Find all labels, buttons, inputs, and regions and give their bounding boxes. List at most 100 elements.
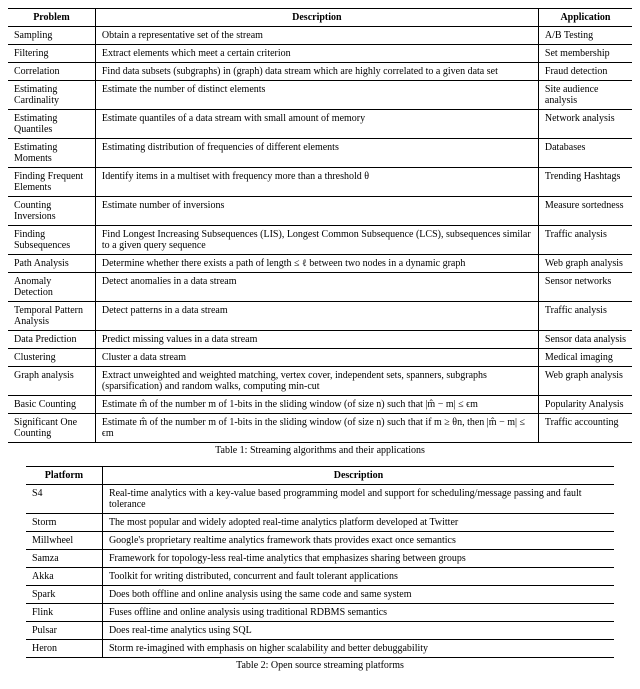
table-row: Finding Frequent ElementsIdentify items … <box>8 168 632 197</box>
table-row: MillwheelGoogle's proprietary realtime a… <box>26 532 614 550</box>
cell-application: Traffic analysis <box>538 226 632 255</box>
cell-problem: Clustering <box>8 349 95 367</box>
th-application: Application <box>538 9 632 27</box>
cell-pdescription: Framework for topology-less real-time an… <box>102 550 614 568</box>
cell-platform: Millwheel <box>26 532 102 550</box>
cell-description: Determine whether there exists a path of… <box>95 255 538 273</box>
cell-pdescription: Storm re-imagined with emphasis on highe… <box>102 640 614 658</box>
table-row: Basic CountingEstimate m̂ of the number … <box>8 396 632 414</box>
th-platform: Platform <box>26 467 102 485</box>
table-row: Estimating QuantilesEstimate quantiles o… <box>8 110 632 139</box>
table-row: Data PredictionPredict missing values in… <box>8 331 632 349</box>
table1-caption: Table 1: Streaming algorithms and their … <box>8 445 632 456</box>
cell-description: Find Longest Increasing Subsequences (LI… <box>95 226 538 255</box>
cell-platform: Heron <box>26 640 102 658</box>
cell-problem: Data Prediction <box>8 331 95 349</box>
cell-application: A/B Testing <box>538 27 632 45</box>
cell-description: Estimate number of inversions <box>95 197 538 226</box>
cell-problem: Anomaly Detection <box>8 273 95 302</box>
table-row: Estimating MomentsEstimating distributio… <box>8 139 632 168</box>
cell-platform: Pulsar <box>26 622 102 640</box>
table-row: SamplingObtain a representative set of t… <box>8 27 632 45</box>
cell-description: Estimate m̂ of the number m of 1-bits in… <box>95 396 538 414</box>
table-row: FilteringExtract elements which meet a c… <box>8 45 632 63</box>
cell-platform: Spark <box>26 586 102 604</box>
cell-description: Find data subsets (subgraphs) in (graph)… <box>95 63 538 81</box>
cell-pdescription: Google's proprietary realtime analytics … <box>102 532 614 550</box>
table-row: FlinkFuses offline and online analysis u… <box>26 604 614 622</box>
cell-description: Extract unweighted and weighted matching… <box>95 367 538 396</box>
cell-problem: Correlation <box>8 63 95 81</box>
table2-caption: Table 2: Open source streaming platforms <box>26 660 614 671</box>
table-row: PulsarDoes real-time analytics using SQL <box>26 622 614 640</box>
cell-problem: Finding Frequent Elements <box>8 168 95 197</box>
cell-application: Network analysis <box>538 110 632 139</box>
cell-platform: Flink <box>26 604 102 622</box>
table-row: Finding SubsequencesFind Longest Increas… <box>8 226 632 255</box>
cell-problem: Path Analysis <box>8 255 95 273</box>
table-row: Path AnalysisDetermine whether there exi… <box>8 255 632 273</box>
cell-pdescription: Does real-time analytics using SQL <box>102 622 614 640</box>
table-row: Graph analysisExtract unweighted and wei… <box>8 367 632 396</box>
cell-problem: Estimating Moments <box>8 139 95 168</box>
cell-problem: Basic Counting <box>8 396 95 414</box>
cell-application: Web graph analysis <box>538 255 632 273</box>
table-streaming-platforms: Platform Description S4Real-time analyti… <box>26 466 614 658</box>
cell-problem: Significant One Counting <box>8 414 95 443</box>
table-row: Estimating CardinalityEstimate the numbe… <box>8 81 632 110</box>
cell-platform: Storm <box>26 514 102 532</box>
cell-platform: S4 <box>26 485 102 514</box>
cell-platform: Samza <box>26 550 102 568</box>
cell-problem: Finding Subsequences <box>8 226 95 255</box>
cell-pdescription: Real-time analytics with a key-value bas… <box>102 485 614 514</box>
cell-application: Sensor data analysis <box>538 331 632 349</box>
cell-platform: Akka <box>26 568 102 586</box>
cell-description: Estimate quantiles of a data stream with… <box>95 110 538 139</box>
cell-application: Trending Hashtags <box>538 168 632 197</box>
table-row: HeronStorm re-imagined with emphasis on … <box>26 640 614 658</box>
cell-description: Estimate the number of distinct elements <box>95 81 538 110</box>
cell-pdescription: Fuses offline and online analysis using … <box>102 604 614 622</box>
table-row: SparkDoes both offline and online analys… <box>26 586 614 604</box>
cell-application: Popularity Analysis <box>538 396 632 414</box>
cell-application: Fraud detection <box>538 63 632 81</box>
table-row: StormThe most popular and widely adopted… <box>26 514 614 532</box>
cell-problem: Estimating Cardinality <box>8 81 95 110</box>
cell-application: Traffic analysis <box>538 302 632 331</box>
cell-description: Estimate m̂ of the number m of 1-bits in… <box>95 414 538 443</box>
th-problem: Problem <box>8 9 95 27</box>
cell-problem: Graph analysis <box>8 367 95 396</box>
table-streaming-algorithms: Problem Description Application Sampling… <box>8 8 632 443</box>
th-description: Description <box>95 9 538 27</box>
cell-description: Estimating distribution of frequencies o… <box>95 139 538 168</box>
table-row: Anomaly DetectionDetect anomalies in a d… <box>8 273 632 302</box>
cell-application: Measure sortedness <box>538 197 632 226</box>
cell-description: Predict missing values in a data stream <box>95 331 538 349</box>
table-row: Counting InversionsEstimate number of in… <box>8 197 632 226</box>
table-row: AkkaToolkit for writing distributed, con… <box>26 568 614 586</box>
th-pdescription: Description <box>102 467 614 485</box>
cell-problem: Sampling <box>8 27 95 45</box>
cell-description: Detect anomalies in a data stream <box>95 273 538 302</box>
table-row: Temporal Pattern AnalysisDetect patterns… <box>8 302 632 331</box>
cell-problem: Filtering <box>8 45 95 63</box>
cell-description: Identify items in a multiset with freque… <box>95 168 538 197</box>
cell-pdescription: Does both offline and online analysis us… <box>102 586 614 604</box>
cell-description: Obtain a representative set of the strea… <box>95 27 538 45</box>
table-row: Significant One CountingEstimate m̂ of t… <box>8 414 632 443</box>
cell-pdescription: Toolkit for writing distributed, concurr… <box>102 568 614 586</box>
cell-application: Web graph analysis <box>538 367 632 396</box>
cell-description: Extract elements which meet a certain cr… <box>95 45 538 63</box>
table-row: S4Real-time analytics with a key-value b… <box>26 485 614 514</box>
cell-description: Cluster a data stream <box>95 349 538 367</box>
cell-application: Traffic accounting <box>538 414 632 443</box>
cell-pdescription: The most popular and widely adopted real… <box>102 514 614 532</box>
cell-problem: Temporal Pattern Analysis <box>8 302 95 331</box>
cell-description: Detect patterns in a data stream <box>95 302 538 331</box>
cell-application: Medical imaging <box>538 349 632 367</box>
cell-application: Sensor networks <box>538 273 632 302</box>
cell-application: Databases <box>538 139 632 168</box>
cell-problem: Estimating Quantiles <box>8 110 95 139</box>
table-row: SamzaFramework for topology-less real-ti… <box>26 550 614 568</box>
cell-problem: Counting Inversions <box>8 197 95 226</box>
